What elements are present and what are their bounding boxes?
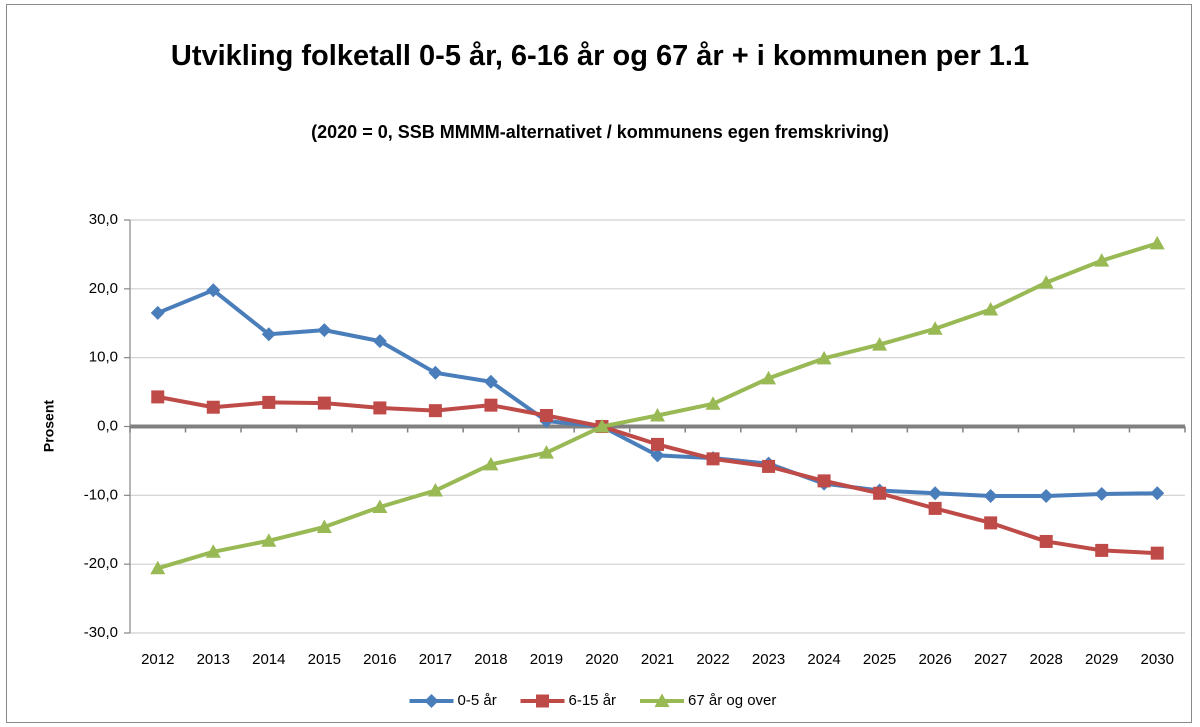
x-tick-label: 2016 xyxy=(363,651,396,668)
marker xyxy=(1039,534,1053,548)
marker xyxy=(428,365,443,380)
marker xyxy=(483,374,498,389)
marker xyxy=(1150,486,1165,501)
marker xyxy=(762,459,776,473)
x-tick-label: 2015 xyxy=(308,651,341,668)
marker xyxy=(317,396,331,410)
marker xyxy=(261,327,276,342)
legend-label: 67 år og over xyxy=(688,692,776,709)
marker xyxy=(983,301,999,316)
marker xyxy=(654,693,670,707)
chart-frame xyxy=(6,4,1192,723)
marker xyxy=(538,445,554,459)
marker xyxy=(761,370,777,385)
x-tick-label: 2030 xyxy=(1141,651,1174,668)
x-tick-label: 2019 xyxy=(530,651,563,668)
marker xyxy=(928,486,943,501)
y-tick-label: 30,0 xyxy=(89,211,118,228)
marker xyxy=(651,437,664,451)
marker xyxy=(205,544,221,558)
marker xyxy=(316,519,332,533)
marker xyxy=(705,396,721,410)
x-tick-label: 2020 xyxy=(585,651,618,668)
x-tick-label: 2012 xyxy=(141,651,174,668)
x-tick-label: 2014 xyxy=(252,651,285,668)
series-line xyxy=(157,288,1158,499)
x-tick-label: 2029 xyxy=(1085,651,1118,668)
x-tick-label: 2017 xyxy=(419,651,452,668)
marker xyxy=(984,516,998,530)
marker xyxy=(594,419,610,433)
marker xyxy=(872,337,888,351)
marker xyxy=(1094,253,1110,267)
x-tick-label: 2013 xyxy=(197,651,230,668)
marker xyxy=(262,395,276,409)
marker xyxy=(1039,489,1054,504)
marker xyxy=(1149,235,1165,250)
series-line xyxy=(157,241,1158,571)
marker xyxy=(483,456,499,471)
legend-item: 0-5 år xyxy=(409,692,497,709)
marker xyxy=(650,407,665,422)
marker xyxy=(817,474,831,488)
marker xyxy=(928,501,942,515)
legend-item: 6-15 år xyxy=(520,692,617,709)
legend-item: 67 år og over xyxy=(640,692,776,709)
legend-label: 6-15 år xyxy=(569,692,617,709)
marker xyxy=(206,400,220,414)
marker xyxy=(373,401,387,415)
marker xyxy=(816,350,832,365)
marker xyxy=(484,398,498,412)
legend-label: 0-5 år xyxy=(458,692,497,709)
x-tick-label: 2021 xyxy=(641,651,674,668)
x-tick-label: 2018 xyxy=(474,651,507,668)
y-tick-label: -20,0 xyxy=(84,555,118,572)
marker xyxy=(536,694,549,708)
marker xyxy=(427,483,443,497)
marker xyxy=(424,694,439,708)
y-tick-label: -30,0 xyxy=(84,624,118,641)
marker xyxy=(927,321,943,335)
marker xyxy=(706,452,720,466)
y-tick-label: -10,0 xyxy=(84,486,118,503)
marker xyxy=(206,283,221,298)
marker xyxy=(372,334,387,349)
y-tick-label: 0,0 xyxy=(97,417,118,434)
x-tick-label: 2022 xyxy=(696,651,729,668)
marker xyxy=(1038,275,1054,289)
chart-title: Utvikling folketall 0-5 år, 6-16 år og 6… xyxy=(170,40,1030,72)
x-tick-label: 2026 xyxy=(918,651,951,668)
marker xyxy=(1095,543,1109,557)
marker xyxy=(983,489,998,504)
y-tick-label: 20,0 xyxy=(89,280,118,297)
x-tick-label: 2027 xyxy=(974,651,1007,668)
marker xyxy=(1150,546,1164,560)
marker xyxy=(873,486,887,500)
marker xyxy=(151,390,165,404)
marker xyxy=(428,404,442,418)
x-tick-label: 2028 xyxy=(1029,651,1062,668)
marker xyxy=(1094,486,1109,501)
chart-subtitle: (2020 = 0, SSB MMMM-alternativet / kommu… xyxy=(311,122,889,142)
marker xyxy=(150,560,166,575)
marker xyxy=(539,408,553,422)
marker xyxy=(317,323,332,338)
x-tick-label: 2025 xyxy=(863,651,896,668)
x-tick-label: 2024 xyxy=(807,651,840,668)
marker xyxy=(261,533,277,547)
y-axis-label: Prosent xyxy=(41,400,57,452)
x-tick-label: 2023 xyxy=(752,651,785,668)
y-tick-label: 10,0 xyxy=(89,349,118,366)
marker xyxy=(150,305,165,320)
marker xyxy=(372,499,388,514)
marker xyxy=(650,448,665,463)
